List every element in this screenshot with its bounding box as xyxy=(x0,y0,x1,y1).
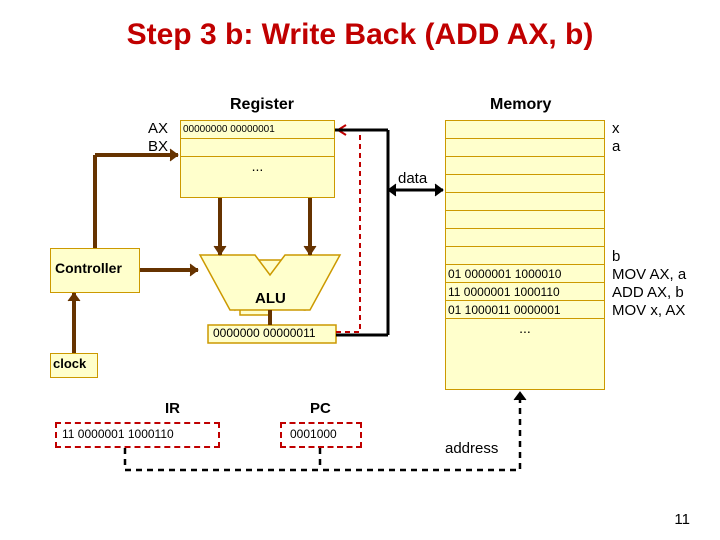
diagram-lines xyxy=(0,0,720,540)
pc-value: 0001000 xyxy=(290,427,337,441)
slide-number: 11 xyxy=(674,511,690,528)
ir-label: IR xyxy=(165,400,180,417)
alu-label: ALU xyxy=(255,290,286,307)
ir-value: 11 0000001 1000110 xyxy=(62,427,174,441)
alu-output: 0000000 00000011 xyxy=(213,326,316,340)
address-label: address xyxy=(445,440,498,457)
pc-label: PC xyxy=(310,400,331,417)
